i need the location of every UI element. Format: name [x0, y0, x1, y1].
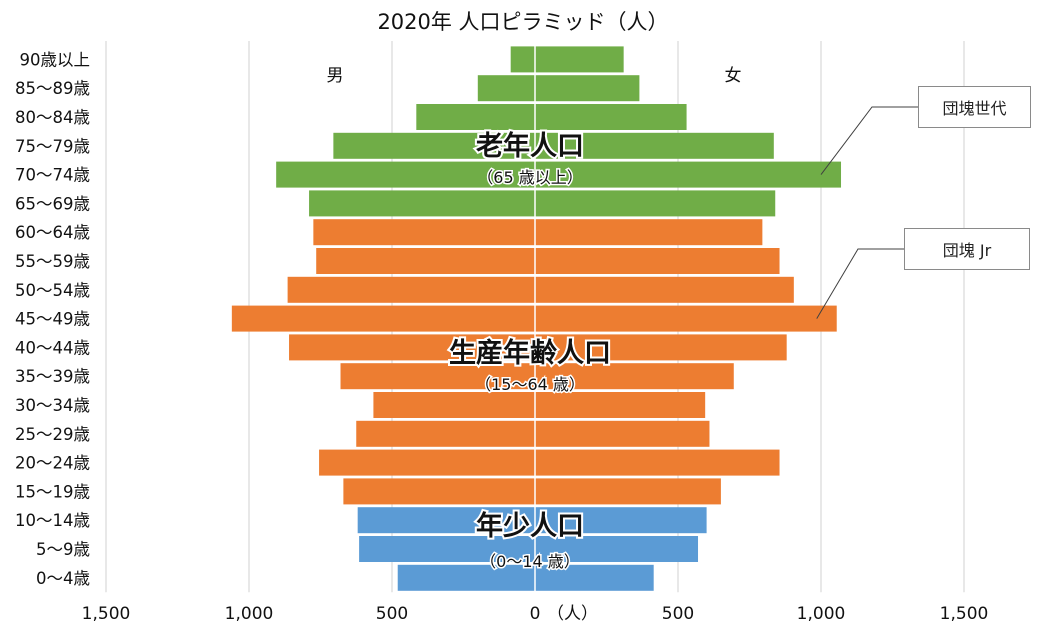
- bar-female: [535, 334, 787, 361]
- bar-male: [416, 104, 535, 130]
- bar-female: [535, 478, 721, 505]
- bar-female: [535, 536, 699, 562]
- x-tick-label: 1,000: [225, 604, 274, 624]
- labels: 1,500 1,000 500 0 500 1,000 1,500 （人） 90歳以上 85〜89…: [15, 50, 988, 624]
- group-label-elderly: 老年人口: [476, 130, 584, 162]
- x-unit-label: （人）: [547, 604, 598, 624]
- category-label: 40〜44歳: [15, 338, 90, 357]
- x-tick-label: 1,500: [940, 604, 989, 624]
- category-label: 50〜54歳: [15, 281, 90, 300]
- category-label: 35〜39歳: [15, 367, 90, 386]
- bar-female: [535, 248, 780, 274]
- bar-male: [313, 219, 535, 246]
- bar-male: [340, 363, 535, 390]
- bar-male: [357, 507, 535, 534]
- side-label-male: 男: [327, 66, 344, 86]
- bar-female: [535, 161, 842, 188]
- category-label: 25〜29歳: [15, 425, 90, 444]
- bar-female: [535, 564, 654, 591]
- x-tick-label: 1,500: [82, 604, 131, 624]
- category-label: 70〜74歳: [15, 166, 90, 185]
- category-label: 5〜9歳: [36, 540, 90, 559]
- category-label: 90歳以上: [20, 50, 91, 69]
- annotation-dankai-jr: 団塊 Jr: [904, 228, 1030, 270]
- annotation-dankai-sedai: 団塊世代: [918, 86, 1031, 128]
- category-label: 85〜89歳: [15, 79, 90, 98]
- category-label: 60〜64歳: [15, 223, 90, 242]
- bar-female: [535, 305, 837, 332]
- bar-female: [535, 219, 763, 246]
- bar-female: [535, 190, 776, 217]
- chart-title: 2020年 人口ピラミッド（人）: [377, 10, 669, 34]
- bar-male: [287, 276, 535, 303]
- category-label: 75〜79歳: [15, 137, 90, 156]
- bar-male: [510, 46, 535, 73]
- bar-male: [373, 392, 535, 418]
- category-label: 80〜84歳: [15, 108, 90, 127]
- x-tick-label: 500: [376, 604, 408, 624]
- group-label-young: 年少人口: [476, 510, 584, 542]
- bar-male: [316, 248, 535, 274]
- x-tick-label: 0: [530, 604, 541, 624]
- bar-male: [231, 305, 535, 332]
- bar-female: [535, 75, 640, 102]
- group-sublabel-working: （15〜64 歳）: [475, 375, 585, 394]
- category-label: 0〜4歳: [36, 569, 90, 588]
- bar-male: [359, 536, 535, 562]
- x-tick-label: 500: [662, 604, 694, 624]
- group-label-working: 生産年齢人口: [449, 337, 611, 369]
- bar-male: [319, 449, 535, 476]
- annotations: [816, 106, 918, 319]
- group-sublabel-young: （0〜14 歳）: [480, 552, 580, 571]
- bars: [231, 45, 842, 593]
- bar-male: [356, 420, 535, 447]
- x-tick-label: 1,000: [797, 604, 846, 624]
- bar-male: [333, 132, 535, 159]
- bar-female: [535, 420, 710, 447]
- bar-female: [535, 363, 734, 390]
- bar-female: [535, 46, 624, 73]
- bar-male: [309, 190, 535, 217]
- category-label: 10〜14歳: [15, 511, 90, 530]
- bar-male: [343, 478, 535, 505]
- bar-female: [535, 449, 780, 476]
- bar-male: [477, 75, 535, 102]
- category-label: 20〜24歳: [15, 454, 90, 473]
- bar-female: [535, 104, 687, 130]
- bar-female: [535, 392, 706, 418]
- category-label: 65〜69歳: [15, 194, 90, 213]
- annotation-leader-line: [820, 106, 918, 175]
- bar-female: [535, 507, 707, 534]
- category-label: 15〜19歳: [15, 482, 90, 501]
- bar-male: [276, 161, 535, 188]
- side-label-female: 女: [725, 66, 742, 86]
- bar-male: [289, 334, 535, 361]
- bar-female: [535, 276, 794, 303]
- bar-male: [397, 564, 535, 591]
- annotation-leader-line: [816, 248, 904, 319]
- group-sublabel-elderly: （65 歳以上）: [477, 168, 582, 187]
- category-label: 30〜34歳: [15, 396, 90, 415]
- category-label: 55〜59歳: [15, 252, 90, 271]
- bar-female: [535, 132, 774, 159]
- category-label: 45〜49歳: [15, 310, 90, 329]
